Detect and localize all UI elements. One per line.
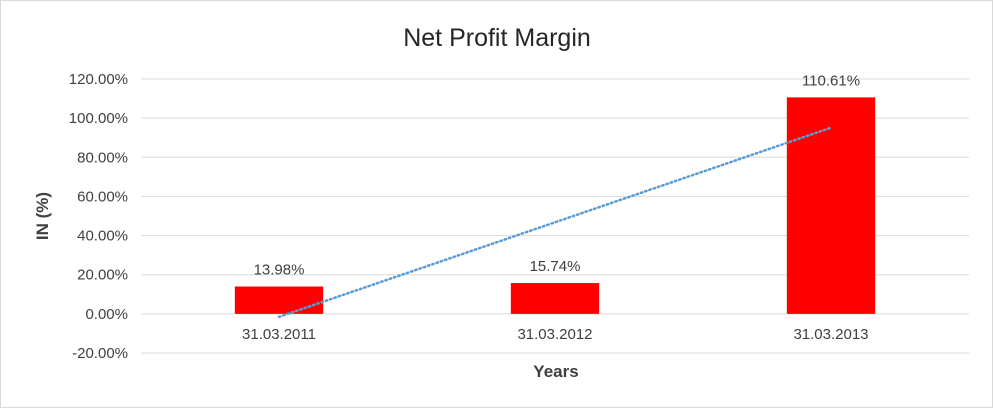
x-axis-ticks: 31.03.2011 31.03.2012 31.03.2013 <box>242 326 869 343</box>
y-axis-ticks: -20.00% 0.00% 20.00% 40.00% 60.00% 80.00% 100.… <box>69 71 128 362</box>
data-label: 13.98% <box>254 261 305 278</box>
chart-title: Net Profit Margin <box>403 24 591 52</box>
y-axis-title: IN (%) <box>33 192 52 240</box>
y-tick-label: 0.00% <box>85 306 128 323</box>
y-tick-label: -20.00% <box>72 345 128 362</box>
trendline <box>277 126 833 319</box>
y-tick-label: 100.00% <box>69 110 128 127</box>
bar <box>510 283 600 314</box>
y-tick-label: 120.00% <box>69 71 128 88</box>
y-tick-label: 60.00% <box>77 188 128 205</box>
y-tick-label: 40.00% <box>77 228 128 245</box>
x-tick-label: 31.03.2012 <box>517 326 592 343</box>
y-tick-label: 80.00% <box>77 149 128 166</box>
x-tick-label: 31.03.2013 <box>793 326 868 343</box>
bar <box>786 97 876 314</box>
y-tick-label: 20.00% <box>77 267 128 284</box>
x-axis-title: Years <box>533 362 578 381</box>
bar <box>234 286 324 314</box>
data-label: 15.74% <box>530 258 581 275</box>
bars <box>234 97 876 314</box>
data-label: 110.61% <box>802 72 860 89</box>
x-tick-label: 31.03.2011 <box>242 326 316 343</box>
trendline-path <box>277 126 833 319</box>
data-labels: 13.98% 15.74% 110.61% <box>254 72 860 278</box>
